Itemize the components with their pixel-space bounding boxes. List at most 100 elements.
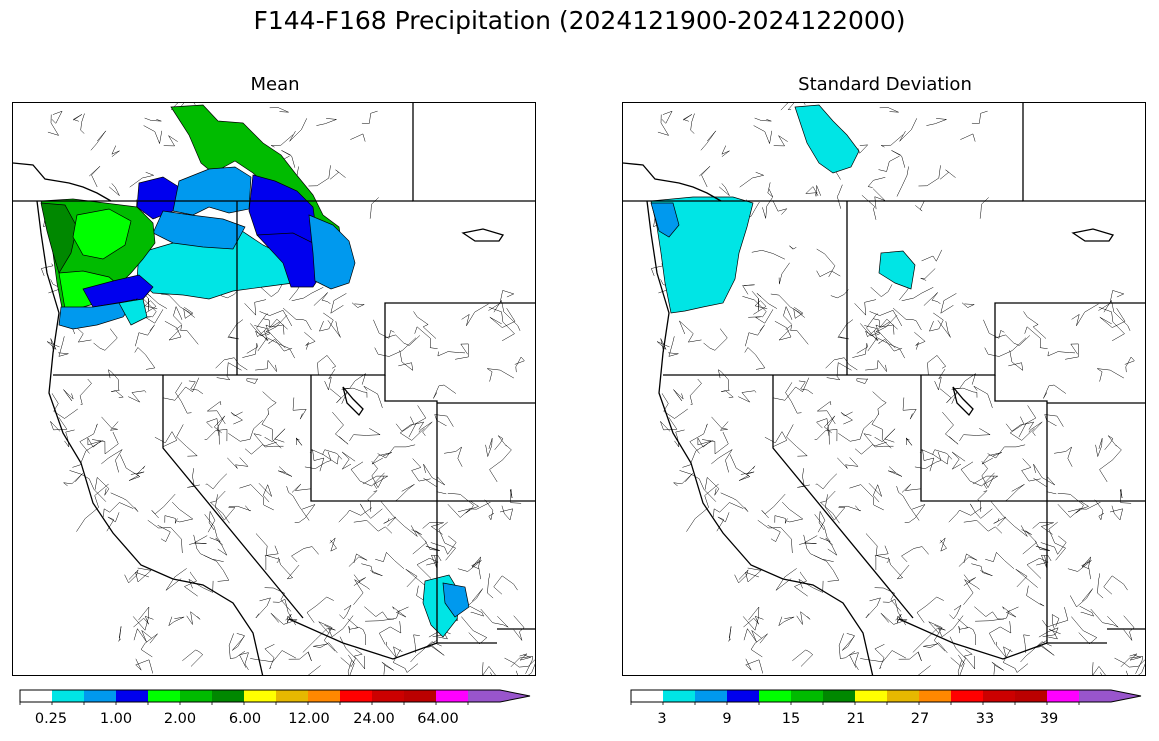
- basin-boundary: [262, 391, 277, 415]
- basin-boundary: [47, 114, 60, 136]
- basin-boundary: [384, 334, 421, 346]
- basin-boundary: [923, 642, 948, 654]
- basin-boundary: [874, 545, 889, 570]
- basin-boundary: [215, 537, 228, 556]
- basin-boundary: [129, 171, 155, 188]
- basin-boundary: [514, 356, 525, 373]
- basin-boundary: [51, 110, 63, 124]
- basin-boundary: [1024, 326, 1048, 349]
- basin-boundary: [825, 357, 858, 371]
- basin-boundary: [286, 486, 310, 521]
- basin-boundary: [772, 200, 788, 215]
- basin-boundary: [50, 417, 68, 432]
- basin-boundary: [111, 145, 120, 157]
- colorbar-swatch: [1047, 690, 1079, 702]
- basin-boundary: [888, 466, 903, 477]
- basin-boundary: [874, 644, 885, 670]
- colorbar-swatch: [1015, 690, 1047, 702]
- basin-boundary: [140, 633, 158, 658]
- basin-boundary: [697, 437, 712, 448]
- basin-boundary: [258, 483, 272, 503]
- basin-lightblue-arizona: [442, 582, 470, 618]
- basin-boundary: [124, 569, 139, 584]
- basin-boundary: [175, 324, 199, 345]
- basin-boundary: [205, 473, 227, 490]
- basin-boundary: [1067, 560, 1092, 572]
- basin-boundary: [422, 522, 444, 535]
- basin-boundary: [896, 166, 909, 197]
- basin-boundary: [799, 535, 818, 545]
- basin-cyan-upper-columbia: [794, 104, 860, 174]
- basin-boundary: [813, 555, 840, 582]
- shaded-basins: [650, 104, 916, 314]
- basin-boundary: [488, 290, 515, 311]
- basin-boundary: [793, 571, 808, 597]
- basin-boundary: [143, 125, 163, 145]
- basin-boundary: [1114, 657, 1145, 668]
- std-tick-label: 15: [781, 711, 801, 727]
- basin-boundary: [423, 477, 447, 495]
- basin-darkgreen-coast: [40, 202, 78, 274]
- basin-boundary: [745, 567, 762, 583]
- basin-boundary: [780, 103, 789, 111]
- colorbar-swatch: [180, 690, 212, 702]
- basin-boundary: [250, 323, 286, 349]
- basin-boundary: [423, 639, 445, 656]
- basin-boundary: [974, 606, 1004, 620]
- basin-boundary: [1124, 356, 1135, 373]
- basin-boundary: [414, 326, 438, 349]
- basin-boundary: [793, 307, 805, 319]
- basin-boundary: [378, 621, 402, 645]
- basin-boundary: [711, 416, 729, 431]
- colorbar-swatch: [372, 690, 404, 702]
- basin-boundary: [748, 309, 774, 324]
- basin-boundary: [775, 568, 797, 591]
- basin-boundary: [873, 318, 895, 335]
- basin-boundary: [942, 411, 959, 445]
- basin-boundary: [261, 413, 282, 449]
- basin-boundary: [182, 649, 204, 667]
- basin-boundary: [816, 248, 836, 278]
- basin-boundary: [971, 563, 993, 577]
- basin-boundary: [380, 501, 418, 537]
- basin-boundary: [1099, 308, 1126, 328]
- basin-boundary: [750, 633, 768, 658]
- basin-boundary: [1094, 499, 1105, 521]
- basin-boundary: [880, 134, 904, 148]
- colorbar-swatch: [308, 690, 340, 702]
- colorbar-swatch: [823, 690, 855, 702]
- basin-boundary: [289, 118, 308, 142]
- basin-boundary: [854, 299, 877, 316]
- basin-boundary: [1023, 634, 1030, 653]
- basin-boundary: [418, 421, 433, 436]
- basin-boundary: [291, 546, 319, 563]
- basin-boundary: [852, 343, 868, 358]
- basin-boundary: [863, 433, 894, 448]
- basin-cyan-south: [118, 298, 148, 326]
- basin-boundary: [987, 444, 1026, 459]
- basin-boundary: [189, 535, 208, 545]
- basin-boundary: [914, 451, 942, 469]
- basin-boundary: [80, 113, 85, 134]
- basin-boundary: [461, 616, 488, 645]
- basin-boundary: [1099, 444, 1122, 483]
- basin-boundary: [920, 268, 936, 281]
- basin-boundary: [165, 568, 187, 591]
- basin-boundary: [814, 429, 838, 442]
- mean-map[interactable]: [12, 102, 536, 676]
- std-map[interactable]: [622, 102, 1146, 676]
- basin-boundary: [350, 133, 366, 142]
- basin-boundary: [837, 319, 854, 340]
- colorbar-swatch: [212, 690, 244, 702]
- basin-boundary: [977, 490, 988, 512]
- std-tick-label: 39: [1039, 711, 1059, 727]
- basin-boundary: [686, 483, 719, 532]
- basin-boundary: [484, 499, 495, 521]
- basin-boundary: [58, 336, 69, 357]
- basin-boundary: [743, 615, 764, 628]
- basin-boundary: [689, 378, 702, 405]
- basin-boundary: [937, 320, 951, 338]
- basin-boundary: [244, 441, 277, 455]
- basin-boundary: [268, 338, 293, 352]
- basin-boundary: [294, 503, 316, 523]
